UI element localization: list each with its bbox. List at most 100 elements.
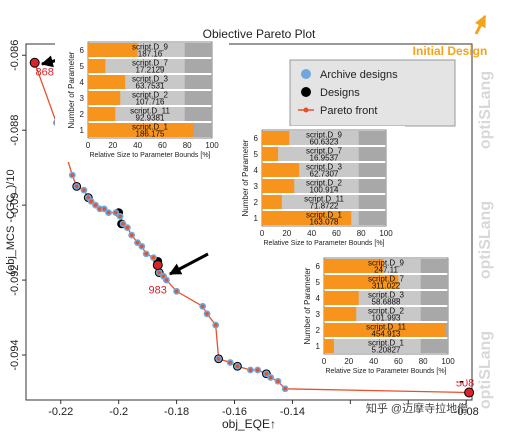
inset-x-tick: 40 xyxy=(369,357,378,366)
x-axis-label: obj_EQE↑ xyxy=(222,417,276,431)
inset-y-tick: 3 xyxy=(254,182,259,191)
inset-y-tick: 6 xyxy=(254,134,259,143)
pareto-point xyxy=(89,199,93,204)
inset-bar-value: 63.7531 xyxy=(136,81,165,90)
highlight-point xyxy=(29,57,40,68)
inset-bar-param: script.D_3 xyxy=(132,74,169,83)
inset-bar-track-end xyxy=(358,211,386,225)
inset-y-tick: 3 xyxy=(80,94,85,103)
inset-y-tick: 5 xyxy=(254,150,259,159)
inset-x-tick: 60 xyxy=(394,357,403,366)
inset-bar-param: script.D_7 xyxy=(132,58,169,67)
inset-y-tick: 5 xyxy=(80,62,85,71)
pareto-point xyxy=(248,368,253,372)
pareto-point xyxy=(283,386,288,391)
inset-y-label: Number of Parameter xyxy=(303,267,312,344)
inset-bar-fill xyxy=(324,323,446,337)
y-tick-label: -0.094 xyxy=(9,339,21,370)
inset-bar-param: script.D_3 xyxy=(306,162,343,171)
inset-x-label: Relative Size to Parameter Bounds [%] xyxy=(325,368,446,375)
legend-marker-designs xyxy=(301,87,311,97)
inset-bar-value: 62.7307 xyxy=(310,169,339,178)
initial-design-label: Initial Design xyxy=(413,44,488,58)
legend-label-archive: Archive designs xyxy=(320,69,398,81)
inset-x-tick: 80 xyxy=(419,357,428,366)
inset-bar-value: 5.20827 xyxy=(372,345,401,354)
pareto-point xyxy=(255,368,260,372)
inset-bar-param: script.D_1 xyxy=(368,338,405,347)
inset-bar-value: 247.11 xyxy=(374,265,398,274)
inset-bar-fill xyxy=(88,123,194,137)
pareto-point xyxy=(144,252,148,256)
inset-bar-value: 163.078 xyxy=(310,217,339,226)
y-tick-label: -0.09 xyxy=(9,193,21,218)
inset-bar: script.D_960.6323 xyxy=(262,130,386,146)
inset-bar: script.D_717.2129 xyxy=(88,58,212,74)
inset-bar-fill xyxy=(262,195,282,209)
inset-y-tick: 6 xyxy=(316,262,321,271)
inset-y-tick: 2 xyxy=(80,110,85,119)
pareto-point xyxy=(228,360,232,365)
inset-bar-param: script.D_11 xyxy=(304,194,344,203)
inset-bar-value: 101.993 xyxy=(372,313,401,322)
inset-x-label: Relative Size to Parameter Bounds [%] xyxy=(263,240,384,247)
x-tick-label: -0.14 xyxy=(280,406,305,418)
chart-title: Objective Pareto Plot xyxy=(203,27,316,41)
arrow-initial-design xyxy=(474,14,487,35)
inset-bar-track-end xyxy=(184,59,212,73)
inset-bar: script.D_362.7307 xyxy=(262,162,386,178)
pareto-point xyxy=(140,244,144,249)
inset-x-tick: 60 xyxy=(332,229,341,238)
pareto-point xyxy=(161,274,166,279)
inset-y-tick: 1 xyxy=(316,342,321,351)
inset-bar-param: script.D_2 xyxy=(306,178,343,187)
inset-x-tick: 80 xyxy=(183,141,192,150)
inset-frame xyxy=(261,129,387,227)
inset-bar-fill xyxy=(262,211,352,225)
footer-text: 知乎 @迈摩寺拉地僧 xyxy=(366,401,468,415)
watermark-0: optiSLang xyxy=(477,71,494,149)
inset-bar-track-end xyxy=(420,275,448,289)
inset-bar-fill xyxy=(324,307,357,321)
legend-marker-pareto xyxy=(303,107,309,113)
inset-x-tick: 100 xyxy=(379,229,393,238)
inset-x-tick: 40 xyxy=(307,229,316,238)
pareto-point xyxy=(213,323,218,327)
pareto-point xyxy=(106,210,111,215)
inset-y-tick: 4 xyxy=(316,294,321,303)
inset-bar-value: 107.716 xyxy=(136,97,165,106)
inset-bar-param: script.D_7 xyxy=(368,274,405,283)
watermark-2: optiSLang xyxy=(477,331,494,409)
x-tick-label: -0.16 xyxy=(222,406,247,418)
inset-y-tick: 1 xyxy=(80,126,85,135)
inset-bar-fill xyxy=(324,291,359,305)
inset-bar-fill xyxy=(324,259,384,273)
inset-bar-value: 60.6323 xyxy=(310,137,339,146)
inset-bar: script.D_358.6888 xyxy=(324,290,448,306)
inset-x-tick: 0 xyxy=(86,141,91,150)
inset-bar-fill xyxy=(88,59,106,73)
inset-bar-value: 454.913 xyxy=(372,329,401,338)
inset-bar-value: 17.2129 xyxy=(136,65,165,74)
inset-bar-fill xyxy=(324,339,334,353)
pareto-point xyxy=(216,356,221,361)
inset-bar-value: 100.914 xyxy=(310,185,339,194)
legend: Archive designs Designs Pareto front xyxy=(289,59,456,127)
inset-y-label: Number of Parameter xyxy=(241,139,250,216)
x-tick-label: -0.22 xyxy=(48,406,73,418)
pareto-point xyxy=(200,304,205,309)
inset-bar-fill xyxy=(88,43,138,57)
inset-y-tick: 2 xyxy=(254,198,259,207)
inset-frame xyxy=(87,41,213,139)
inset-bar-value: 187.16 xyxy=(138,49,163,58)
inset-bar-param: script.D_9 xyxy=(132,42,169,51)
pareto-point xyxy=(74,184,79,189)
